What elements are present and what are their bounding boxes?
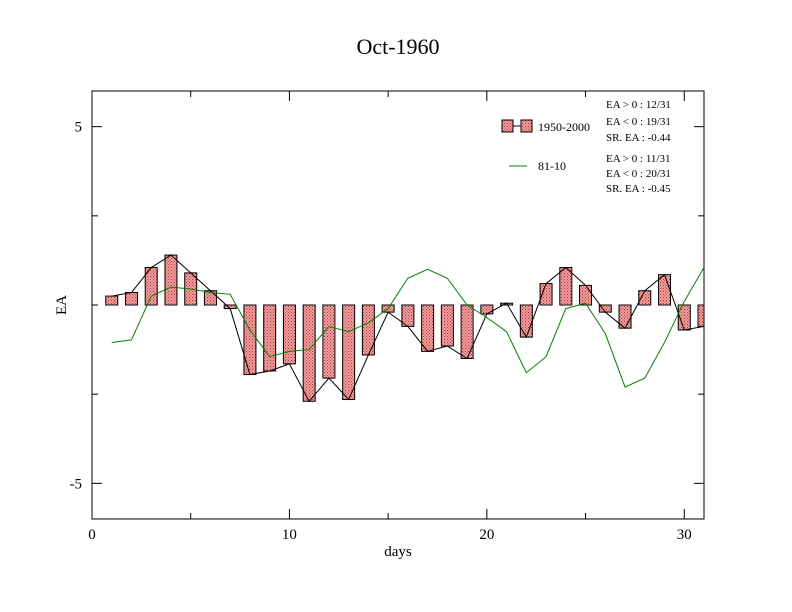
- bar-day-24: [559, 267, 573, 306]
- bar-day-18: [440, 304, 454, 347]
- bar-day-20: [480, 304, 494, 315]
- x-tick-label: 20: [479, 527, 494, 543]
- chart-title: Oct-1960: [356, 34, 439, 59]
- bar-day-12: [322, 304, 336, 379]
- legend-entry-81-10: 81-10: [509, 159, 566, 173]
- bar-day-17: [421, 304, 435, 352]
- stat-1950-2000-positive: EA > 0 : 12/31: [606, 99, 671, 111]
- stat-81-10-negative: EA < 0 : 20/31: [606, 168, 671, 180]
- bar-day-11: [302, 304, 316, 402]
- legend-label-1950-2000: 1950-2000: [538, 120, 590, 134]
- series-line-1950-2000: [111, 254, 705, 403]
- x-tick-label: 30: [677, 527, 692, 543]
- legend-swatch-1950-2000: [501, 119, 514, 133]
- y-axis: 5 -5: [70, 120, 704, 492]
- bar-day-8: [243, 304, 257, 376]
- stat-1950-2000-negative: EA < 0 : 19/31: [606, 116, 671, 128]
- line-series-81-10: [111, 267, 705, 388]
- x-tick-label: 0: [88, 527, 96, 543]
- stat-81-10-sr: SR. EA : -0.45: [606, 183, 671, 195]
- bar-day-10: [282, 304, 296, 365]
- x-axis-label: days: [384, 544, 412, 560]
- bar-day-29: [658, 274, 672, 306]
- legend-entry-1950-2000: 1950-2000: [501, 119, 590, 134]
- legend-label-81-10: 81-10: [538, 159, 566, 173]
- y-tick-label: 5: [75, 120, 83, 136]
- y-axis-label: EA: [54, 295, 70, 315]
- legend: 1950-2000 81-10: [501, 119, 590, 173]
- bar-day-19: [460, 304, 474, 359]
- stat-81-10-positive: EA > 0 : 11/31: [606, 153, 670, 165]
- x-axis: 0 10 20 30: [88, 91, 692, 543]
- bar-day-9: [263, 304, 277, 372]
- x-tick-label: 10: [282, 527, 297, 543]
- stats-block: EA > 0 : 12/31 EA < 0 : 19/31 SR. EA : -…: [606, 99, 671, 195]
- bar-day-1: [105, 295, 119, 306]
- series-line-81-10: [111, 267, 705, 388]
- bar-day-31: [697, 304, 705, 327]
- bar-day-25: [579, 284, 593, 306]
- legend-swatch-1950-2000-right: [520, 119, 533, 133]
- bar-day-22: [519, 304, 533, 338]
- line-series-1950-2000: [111, 254, 705, 403]
- bar-day-4: [164, 254, 178, 306]
- y-tick-label: -5: [70, 476, 83, 492]
- bar-day-14: [361, 304, 375, 356]
- bar-series-1950-2000: [105, 254, 705, 402]
- bar-day-13: [342, 304, 356, 401]
- bar-day-2: [124, 292, 138, 306]
- stat-1950-2000-sr: SR. EA : -0.44: [606, 132, 671, 144]
